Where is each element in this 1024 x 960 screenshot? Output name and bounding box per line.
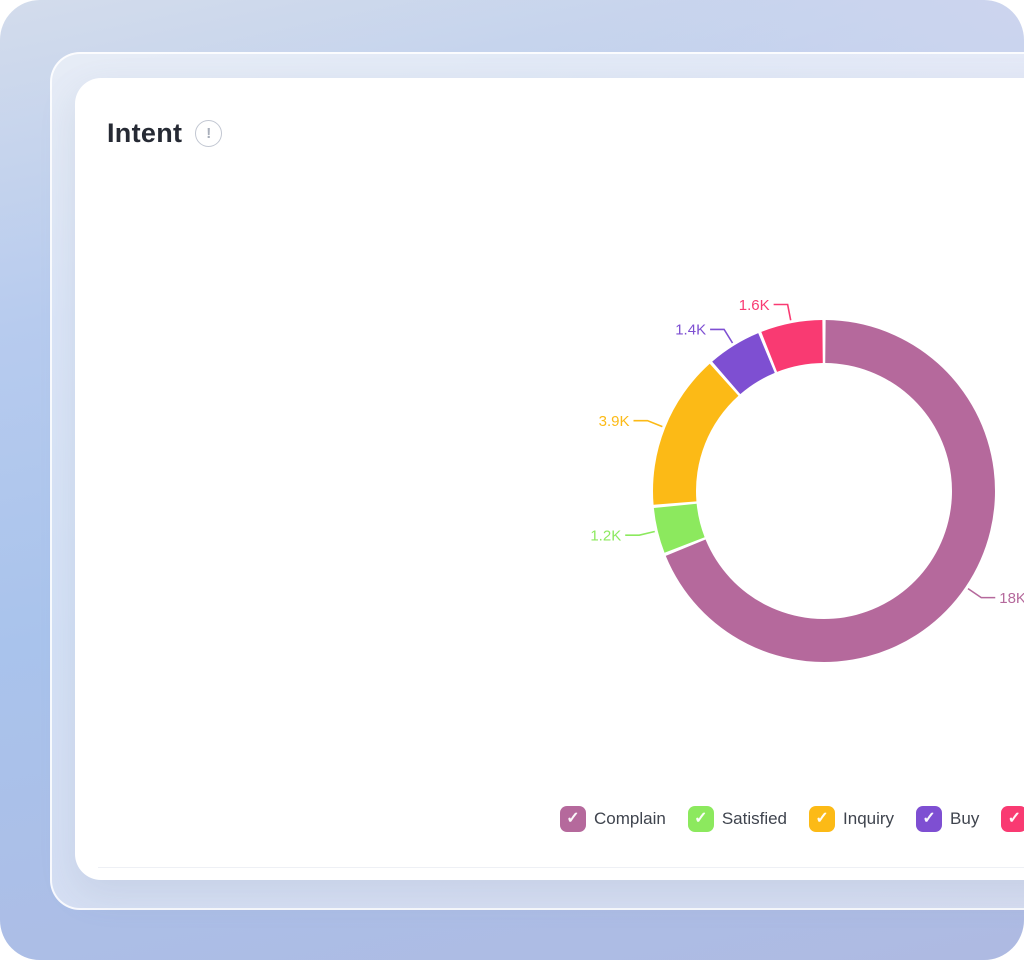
legend-checkbox-complain[interactable]: ✓ xyxy=(560,806,586,832)
donut-segment-satisfied[interactable] xyxy=(653,503,705,553)
legend-item-item-5[interactable]: ✓ xyxy=(1001,806,1024,832)
card-footer-divider xyxy=(98,867,1024,868)
legend-label: Buy xyxy=(950,809,980,828)
legend-checkbox-buy[interactable]: ✓ xyxy=(916,806,943,832)
segment-value-label: 1.4K xyxy=(675,322,706,339)
intent-donut-chart: 18K 1.2K 3.9K 1.4K 1.6K xyxy=(590,297,1024,663)
label-leader-line xyxy=(710,328,734,344)
intent-card: Intent ! 18K 1.2K 3.9K 1.4K 1.6K ✓ Complain ✓ S… xyxy=(75,78,1024,880)
label-leader-line xyxy=(625,530,655,536)
check-icon: ✓ xyxy=(815,810,829,827)
chart-legend: ✓ Complain ✓ Satisfied ✓ Inquiry ✓ Buy ✓ xyxy=(560,806,1024,832)
donut-segment-segment-5[interactable] xyxy=(761,320,823,372)
label-leader-line xyxy=(967,587,996,599)
check-icon: ✓ xyxy=(566,810,580,827)
info-icon[interactable]: ! xyxy=(195,120,223,147)
label-leader-line xyxy=(633,419,663,428)
segment-value-label: 1.6K xyxy=(739,297,770,314)
legend-item-buy[interactable]: ✓ Buy xyxy=(916,806,979,832)
check-icon: ✓ xyxy=(694,810,708,827)
legend-label: Complain xyxy=(594,809,666,828)
legend-label: Inquiry xyxy=(843,809,895,828)
card-title: Intent xyxy=(107,118,183,148)
check-icon: ✓ xyxy=(1007,810,1022,827)
donut-segment-inquiry[interactable] xyxy=(653,363,739,505)
segment-value-label: 18K xyxy=(999,590,1024,607)
legend-label: Satisfied xyxy=(721,809,788,828)
legend-item-complain[interactable]: ✓ Complain xyxy=(560,806,666,832)
legend-item-inquiry[interactable]: ✓ Inquiry xyxy=(809,806,894,832)
donut-segment-buy[interactable] xyxy=(712,333,775,395)
card-header: Intent ! xyxy=(107,118,223,149)
legend-checkbox-inquiry[interactable]: ✓ xyxy=(809,806,836,832)
segment-value-label: 1.2K xyxy=(590,527,621,544)
check-icon: ✓ xyxy=(922,810,936,827)
legend-checkbox-satisfied[interactable]: ✓ xyxy=(687,806,714,832)
legend-item-satisfied[interactable]: ✓ Satisfied xyxy=(687,806,788,832)
legend-checkbox-item-5[interactable]: ✓ xyxy=(1001,806,1024,832)
label-leader-line xyxy=(773,303,792,321)
segment-value-label: 3.9K xyxy=(599,413,630,430)
